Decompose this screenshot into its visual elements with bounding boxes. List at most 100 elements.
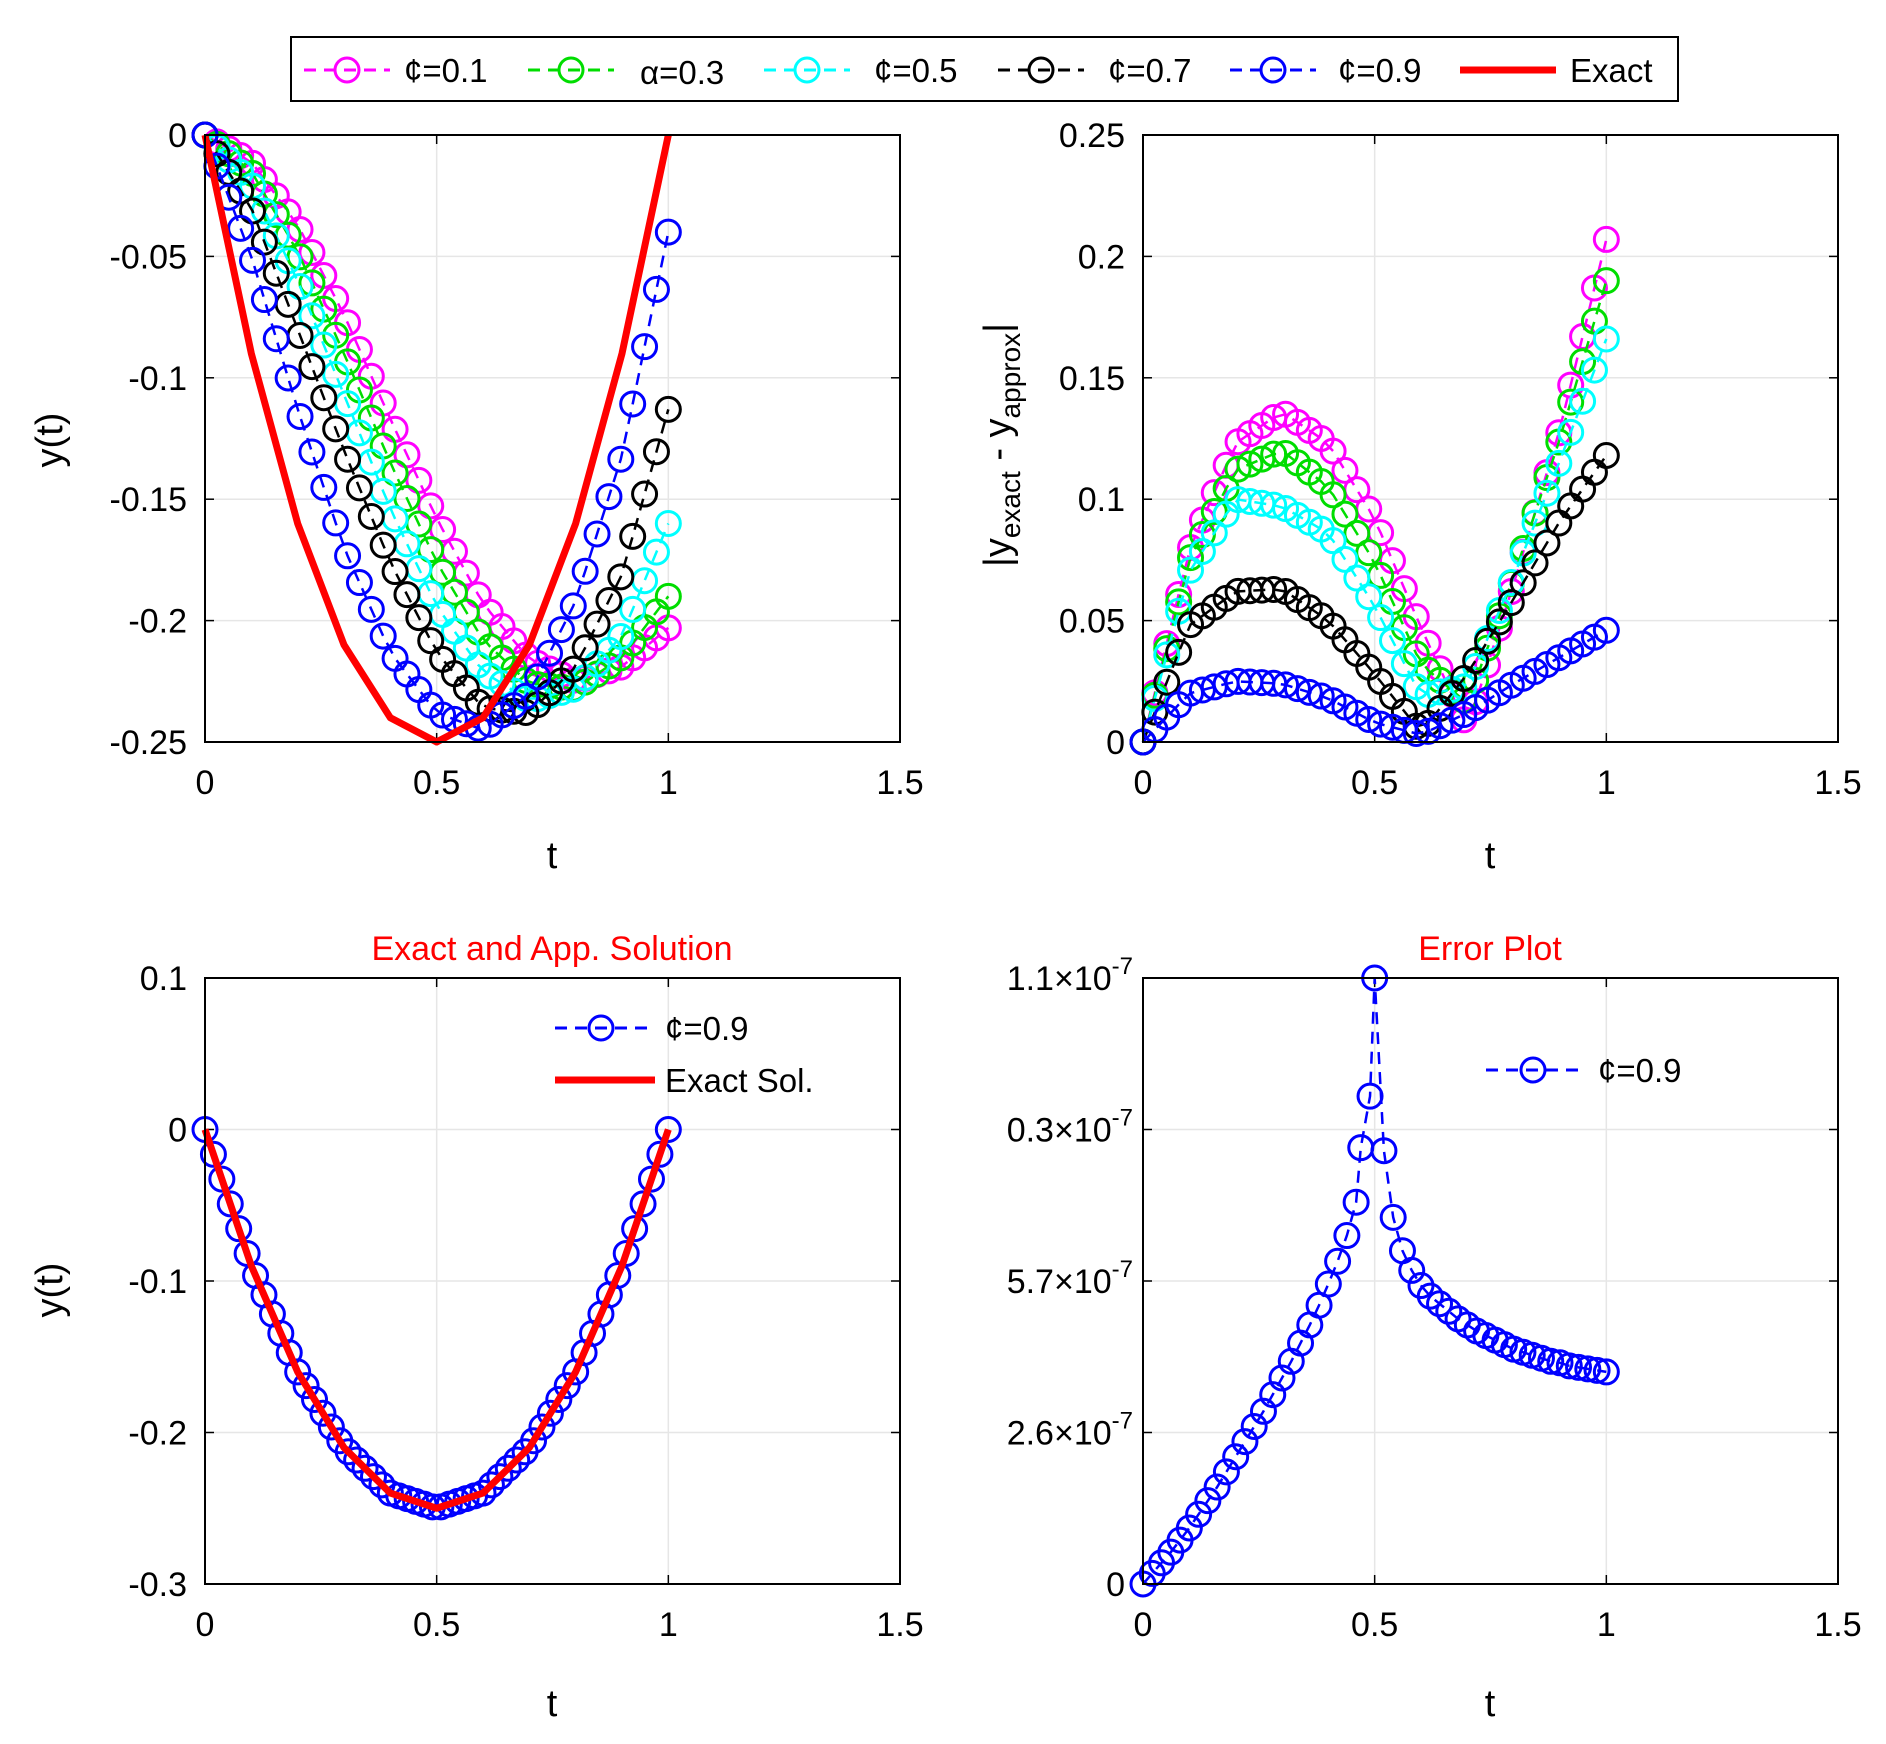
data-point: [286, 402, 314, 430]
data-point: [1355, 705, 1383, 733]
ylabel-sub: approx: [995, 333, 1026, 419]
x-tick-label: 1.5: [876, 1606, 923, 1644]
data-point: [642, 438, 670, 466]
tick-exponent: -7: [1112, 1256, 1133, 1283]
data-point: [1537, 1347, 1565, 1375]
x-tick-label: 0.5: [1351, 1606, 1398, 1644]
series-dashed-line: [1142, 977, 1607, 1585]
data-point: [322, 415, 350, 443]
data-point: [1153, 668, 1181, 696]
data-point: [262, 325, 290, 353]
legend-marker-sample: [1027, 56, 1055, 84]
data-point: [1260, 440, 1288, 468]
data-point: [1367, 604, 1395, 632]
top-left-xlabel: t: [547, 835, 558, 877]
y-tick-label: -0.1: [128, 1263, 187, 1301]
y-tick-label: 0.05: [1059, 603, 1125, 641]
legend-marker-sample: [333, 56, 361, 84]
axes-box: [204, 134, 901, 743]
data-point: [553, 1372, 581, 1400]
data-point: [1533, 479, 1561, 507]
y-tick-label: -0.3: [128, 1566, 187, 1604]
y-tick-label: -0.1: [128, 360, 187, 398]
data-point: [1319, 481, 1347, 509]
y-tick-label: 0.15: [1059, 360, 1125, 398]
data-point: [250, 286, 278, 314]
bottom-left-title: Exact and App. Solution: [371, 930, 732, 968]
data-point: [654, 395, 682, 423]
data-point: [208, 1165, 236, 1193]
tick-mantissa: 5.7×10: [1007, 1263, 1112, 1301]
data-point: [405, 604, 433, 632]
data-point: [227, 214, 255, 242]
y-tick-label: -0.25: [110, 724, 188, 762]
data-point: [216, 1190, 244, 1218]
series-line: [201, 1128, 672, 1512]
data-point: [1565, 1353, 1593, 1381]
data-point: [1426, 1290, 1454, 1318]
legend-marker-sample: [1519, 1056, 1547, 1084]
legend-label: ¢=0.1: [404, 52, 488, 89]
data-point: [199, 1140, 227, 1168]
data-point: [1555, 1352, 1583, 1380]
data-point: [494, 1454, 522, 1482]
data-point: [1557, 388, 1585, 416]
data-point: [559, 655, 587, 683]
data-point: [1390, 650, 1418, 678]
x-tick-label: 0: [196, 1606, 215, 1644]
top-right-ylabel: |yexact - yapprox|: [977, 323, 1026, 567]
data-point: [1259, 1381, 1287, 1409]
data-point: [334, 542, 362, 570]
series-¢=0.9: [1129, 964, 1620, 1598]
data-point: [1592, 325, 1620, 353]
series-dashed-line: [203, 134, 670, 730]
data-point: [369, 622, 397, 650]
tick-exponent: -7: [1112, 1105, 1133, 1132]
data-point: [1592, 267, 1620, 295]
top-legend-entry-6: Exact: [1460, 52, 1653, 89]
tick-exponent: -7: [1112, 1408, 1133, 1435]
y-tick-label: -0.05: [110, 238, 188, 276]
panel-bottom-right: 0 0.5 1 1.502.6×10-75.7×10-70.3×10-71.1×10-…: [1007, 953, 1862, 1644]
data-point: [512, 682, 540, 710]
ylabel-part: |y: [977, 538, 1019, 567]
data-point: [1592, 225, 1620, 253]
data-point: [646, 1140, 674, 1168]
legend-label: ¢=0.9: [1338, 52, 1422, 89]
series-dashed-line: [1141, 454, 1608, 743]
data-point: [1356, 1082, 1384, 1110]
data-point: [559, 592, 587, 620]
data-point: [1416, 1282, 1444, 1310]
data-point: [1203, 1473, 1231, 1501]
data-point: [607, 563, 635, 591]
data-point: [343, 1446, 371, 1474]
data-point: [357, 595, 385, 623]
data-point: [1583, 1356, 1611, 1384]
x-tick-label: 0: [1134, 764, 1153, 802]
data-point: [1249, 1397, 1277, 1425]
data-point: [1370, 1137, 1398, 1165]
data-point: [528, 1413, 556, 1441]
data-point: [583, 610, 611, 638]
data-point: [1545, 449, 1573, 477]
data-point: [429, 701, 457, 729]
y-tick-label: -0.15: [110, 481, 188, 519]
data-point: [1378, 627, 1406, 655]
data-point: [1272, 671, 1300, 699]
data-point: [1324, 1247, 1352, 1275]
data-point: [1342, 1188, 1370, 1216]
y-tick-label: 0: [1106, 1566, 1125, 1604]
data-point: [607, 445, 635, 473]
x-tick-label: 0: [1134, 1606, 1153, 1644]
data-point: [536, 639, 564, 667]
data-point: [225, 1215, 253, 1243]
data-point: [654, 509, 682, 537]
legend-label: Exact Sol.: [665, 1062, 814, 1099]
data-point: [571, 557, 599, 585]
data-point: [1355, 583, 1383, 611]
series-¢=0.7: [191, 121, 682, 726]
data-point: [545, 1385, 573, 1413]
data-point: [642, 275, 670, 303]
data-point: [309, 1399, 337, 1427]
